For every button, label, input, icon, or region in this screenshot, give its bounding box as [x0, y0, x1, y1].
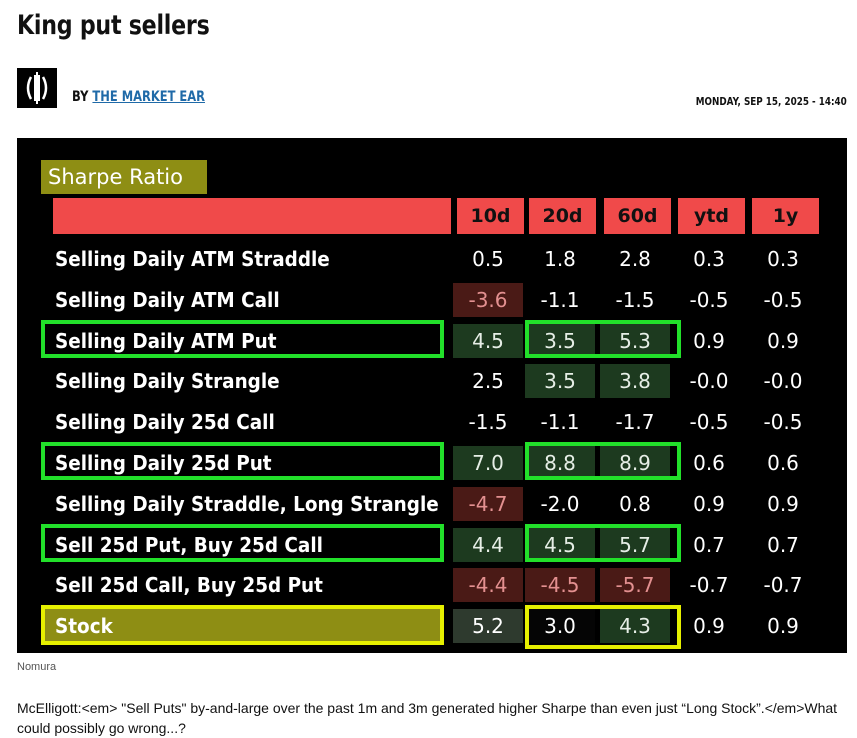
table-cell: 0.8	[619, 491, 651, 516]
column-header-1y: 1y	[752, 198, 819, 234]
green-highlight-label-box	[41, 319, 444, 358]
table-cell: 4.4	[453, 527, 523, 562]
table-cell: 0.7	[767, 532, 799, 557]
table-cell: 5.3	[600, 323, 670, 358]
table-cell: 0.5	[472, 247, 504, 271]
stock-row-highlight	[45, 606, 441, 645]
row-label: Selling Daily Strangle	[55, 369, 280, 394]
table-cell: 4.5	[525, 527, 595, 562]
table-cell: 7.0	[453, 446, 523, 480]
table-cell: 0.7	[693, 532, 725, 557]
table-title: Sharpe Ratio	[41, 160, 207, 194]
column-header-10d: 10d	[457, 198, 524, 234]
article-title: King put sellers	[17, 10, 210, 41]
table-cell: 5.7	[600, 527, 670, 562]
table-cell: 0.9	[767, 614, 799, 639]
table-cell: 0.3	[767, 247, 799, 271]
yellow-highlight-label-box	[41, 605, 444, 646]
table-cell: -0.5	[763, 287, 803, 312]
row-label: Sell 25d Call, Buy 25d Put	[55, 573, 323, 598]
table-cell: 4.3	[600, 609, 670, 644]
author-link[interactable]: THE MARKET EAR	[92, 89, 205, 105]
header-label-bar	[53, 198, 451, 234]
table-cell: -0.7	[689, 573, 729, 598]
table-cell: 5.2	[453, 609, 523, 644]
table-cell: -0.5	[689, 410, 729, 435]
table-cell: 3.5	[525, 323, 595, 358]
row-label: Selling Daily 25d Call	[55, 410, 275, 435]
table-cell: 0.9	[693, 491, 725, 516]
table-cell: -4.7	[453, 486, 523, 521]
row-label: Selling Daily ATM Call	[55, 287, 280, 312]
table-cell: 3.5	[525, 364, 595, 399]
table-cell: 4.5	[453, 323, 523, 358]
table-cell: 8.8	[525, 446, 595, 480]
table-cell: -1.1	[540, 410, 580, 435]
column-header-60d: 60d	[604, 198, 671, 234]
table-cell: -0.5	[763, 410, 803, 435]
table-cell: 0.9	[767, 491, 799, 516]
table-cell: 8.9	[600, 446, 670, 480]
column-header-20d: 20d	[529, 198, 596, 234]
table-cell: -4.5	[525, 568, 595, 603]
image-caption: Nomura	[17, 661, 57, 673]
table-cell: 2.8	[619, 247, 651, 271]
table-cell: -3.6	[453, 282, 523, 317]
row-label: Selling Daily ATM Put	[55, 328, 277, 353]
row-label: Selling Daily Straddle, Long Strangle	[55, 491, 439, 516]
table-cell: 1.8	[544, 247, 576, 271]
publish-date: MONDAY, SEP 15, 2025 - 14:40	[696, 95, 847, 108]
byline: BY THE MARKET EAR	[72, 89, 205, 105]
table-cell: 0.9	[693, 328, 725, 353]
sharpe-ratio-table-image: Sharpe Ratio 10d 20d 60d ytd 1y Selling Dail…	[17, 138, 847, 653]
table-cell: -4.4	[453, 568, 523, 603]
table-cell: -0.7	[763, 573, 803, 598]
table-cell: -1.5	[615, 287, 655, 312]
author-logo-icon[interactable]	[17, 68, 57, 108]
table-cell: 3.8	[600, 364, 670, 399]
table-cell: -0.0	[689, 369, 729, 394]
table-cell: 0.9	[767, 328, 799, 353]
row-label: Sell 25d Put, Buy 25d Call	[55, 532, 323, 557]
yellow-highlight-values-box	[525, 605, 681, 650]
green-highlight-label-box	[41, 442, 444, 480]
table-cell: 2.5	[472, 369, 504, 394]
table-cell: -2.0	[540, 491, 580, 516]
row-label: Selling Daily ATM Straddle	[55, 247, 330, 271]
table-cell: 0.9	[693, 614, 725, 639]
green-highlight-values-box	[525, 523, 681, 562]
byline-prefix: BY	[72, 89, 93, 105]
green-highlight-values-box	[525, 319, 681, 358]
table-cell: -0.0	[763, 369, 803, 394]
table-cell: 0.3	[693, 247, 725, 271]
table-cell: 3.0	[525, 609, 595, 644]
table-cell: -5.7	[600, 568, 670, 603]
table-cell: 0.6	[767, 451, 799, 475]
column-header-ytd: ytd	[678, 198, 745, 234]
row-label: Stock	[55, 614, 113, 639]
table-cell: -1.1	[540, 287, 580, 312]
green-highlight-label-box	[41, 523, 444, 562]
article-body: McElligott:<em> "Sell Puts" by-and-large…	[17, 700, 838, 736]
row-label: Selling Daily 25d Put	[55, 451, 272, 475]
table-cell: 0.6	[693, 451, 725, 475]
table-cell: -1.7	[615, 410, 655, 435]
table-cell: -0.5	[689, 287, 729, 312]
green-highlight-values-box	[525, 442, 681, 480]
table-cell: -1.5	[468, 410, 508, 435]
